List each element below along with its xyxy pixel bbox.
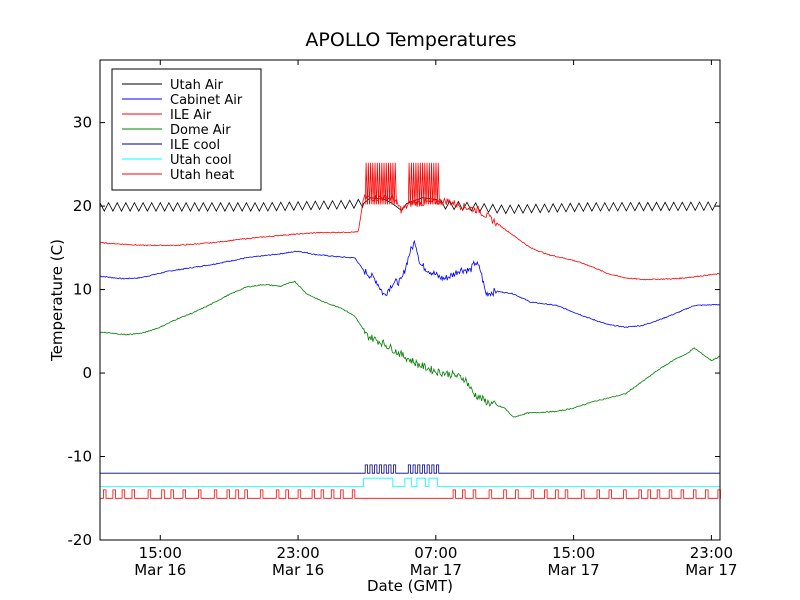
legend-label: Cabinet Air (170, 93, 243, 108)
y-tick-label: -10 (68, 448, 93, 466)
series-layer (99, 162, 721, 499)
legend-label: ILE cool (170, 138, 220, 153)
chart-title: APOLLO Temperatures (305, 29, 516, 51)
x-tick-date-label: Mar 16 (272, 561, 324, 579)
x-tick-time-label: 15:00 (139, 544, 182, 562)
x-tick-time-label: 15:00 (552, 544, 595, 562)
x-tick-date-label: Mar 17 (410, 561, 462, 579)
series-spikes-ile-air (364, 162, 440, 205)
legend-label: Utah Air (170, 78, 223, 93)
legend-label: Dome Air (170, 123, 231, 138)
x-tick-time-label: 23:00 (690, 544, 733, 562)
y-tick-label: 30 (73, 114, 92, 132)
series-line-utah-cool (100, 477, 720, 487)
series-line-cabinet-air (100, 239, 721, 328)
y-tick-label: 0 (82, 364, 92, 382)
y-tick-label: -20 (68, 531, 93, 549)
x-tick-date-label: Mar 17 (548, 561, 600, 579)
x-axis-label: Date (GMT) (367, 577, 453, 595)
y-tick-label: 10 (73, 281, 92, 299)
y-tick-label: 20 (73, 197, 92, 215)
x-tick-time-label: 07:00 (414, 544, 457, 562)
x-tick-time-label: 23:00 (276, 544, 319, 562)
x-tick-date-label: Mar 17 (685, 561, 737, 579)
series-line-dome-air (99, 280, 721, 418)
legend-label: Utah cool (170, 153, 232, 168)
series-line-utah-heat (100, 489, 721, 499)
x-tick-date-label: Mar 16 (134, 561, 186, 579)
plot-frame (99, 59, 721, 541)
legend-label: Utah heat (170, 168, 234, 183)
series-line-ile-cool (100, 464, 720, 474)
legend-label: ILE Air (170, 108, 212, 123)
y-axis-label: Temperature (C) (48, 239, 66, 362)
